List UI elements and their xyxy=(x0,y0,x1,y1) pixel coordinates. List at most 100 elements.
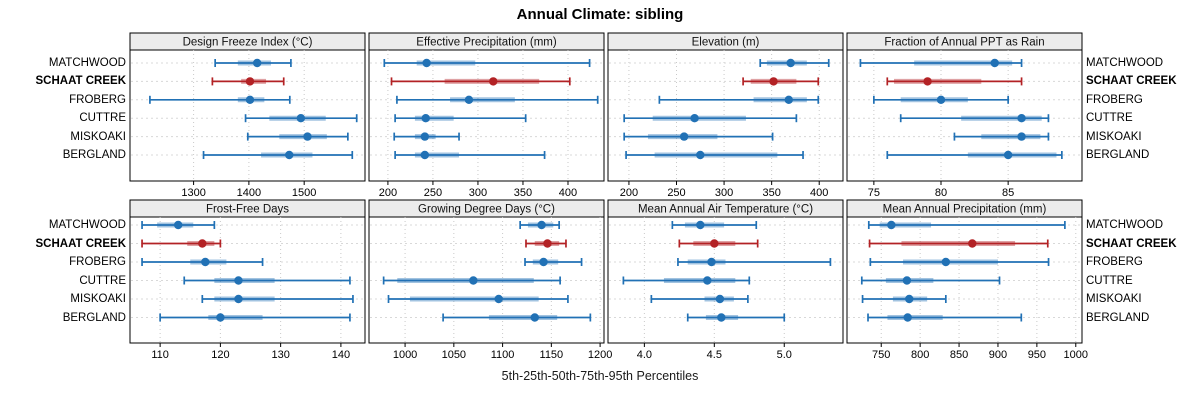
axis-tick-label: 1200 xyxy=(588,349,612,361)
chart-title: Annual Climate: sibling xyxy=(516,6,684,23)
median-dot xyxy=(245,77,255,86)
strip-title: Fraction of Annual PPT as Rain xyxy=(884,37,1044,49)
axis-tick-label: 250 xyxy=(424,187,442,199)
axis-tick-label: 1400 xyxy=(237,187,261,199)
row-label-left-froberg-band2: FROBERG xyxy=(69,256,126,268)
median-dot xyxy=(696,220,705,230)
axis-tick-label: 140 xyxy=(332,349,350,361)
row-label-left-cuttre-band1: CUTTRE xyxy=(79,112,126,125)
strip-title: Frost-Free Days xyxy=(206,204,289,216)
median-dot xyxy=(201,257,210,267)
axis-tick-label: 1150 xyxy=(540,349,564,361)
row-label-right-froberg-band1: FROBERG xyxy=(1086,93,1143,106)
axis-tick-label: 120 xyxy=(211,349,229,361)
row-label-right-bergland-band2: BERGLAND xyxy=(1086,311,1150,324)
median-dot xyxy=(216,313,225,322)
median-dot xyxy=(245,95,255,105)
row-label-right-miskoaki-band1: MISKOAKI xyxy=(1086,130,1142,143)
median-dot xyxy=(769,77,778,86)
median-dot xyxy=(539,257,548,267)
median-dot xyxy=(296,114,306,123)
row-label-right-miskoaki-band2: MISKOAKI xyxy=(1086,293,1142,305)
median-dot xyxy=(703,276,712,285)
median-dot xyxy=(690,114,699,123)
axis-tick-label: 350 xyxy=(514,187,532,199)
row-label-right-cuttre-band2: CUTTRE xyxy=(1086,274,1133,287)
median-dot xyxy=(420,150,430,160)
median-dot xyxy=(707,257,716,267)
median-dot xyxy=(530,313,539,322)
median-dot xyxy=(1017,132,1026,141)
axis-tick-label: 200 xyxy=(379,187,397,199)
panel-mean-annual-air-temperature-c-: Mean Annual Air Temperature (°C) 4.0 4.5 5.… xyxy=(607,199,844,361)
axis-tick-label: 400 xyxy=(810,187,828,199)
median-dot xyxy=(1017,114,1026,123)
median-dot xyxy=(936,95,946,105)
axis-tick-label: 75 xyxy=(868,187,880,199)
row-label-left-matchwood-band2: MATCHWOOD xyxy=(48,219,126,231)
median-dot xyxy=(252,58,262,68)
axis-tick-label: 400 xyxy=(559,187,577,199)
row-label-left-schaat-creek-band2: SCHAAT CREEK xyxy=(35,237,126,250)
axis-tick-label: 1050 xyxy=(442,349,466,361)
axis-tick-label: 850 xyxy=(950,349,968,361)
strip-title: Elevation (m) xyxy=(692,37,760,49)
row-label-left-matchwood-band1: MATCHWOOD xyxy=(48,57,126,69)
axis-tick-label: 1000 xyxy=(1064,349,1088,361)
median-dot xyxy=(421,114,430,123)
panel-effective-precipitation-mm-: Effective Precipitation (mm) 200 250 300 350… xyxy=(368,32,605,199)
axis-tick-label: 300 xyxy=(715,187,733,199)
row-label-left-cuttre-band2: CUTTRE xyxy=(79,274,126,287)
panel-box xyxy=(368,49,605,182)
axis-tick-label: 900 xyxy=(989,349,1007,361)
row-label-right-froberg-band2: FROBERG xyxy=(1086,256,1143,268)
row-label-left-bergland-band1: BERGLAND xyxy=(62,149,126,161)
median-dot xyxy=(422,58,431,68)
axis-tick-label: 1100 xyxy=(491,349,515,361)
row-label-right-bergland-band1: BERGLAND xyxy=(1086,149,1150,161)
axis-tick-label: 300 xyxy=(469,187,487,199)
median-dot xyxy=(1003,150,1013,160)
median-dot xyxy=(905,294,914,304)
axis-tick-label: 950 xyxy=(1028,349,1046,361)
axis-tick-label: 85 xyxy=(1002,187,1014,199)
strip-title: Effective Precipitation (mm) xyxy=(416,37,557,49)
row-label-left-bergland-band2: BERGLAND xyxy=(62,311,126,324)
axis-tick-label: 750 xyxy=(872,349,890,361)
median-dot xyxy=(469,276,478,285)
median-dot xyxy=(420,132,430,141)
row-label-left-schaat-creek-band1: SCHAAT CREEK xyxy=(35,75,126,88)
median-dot xyxy=(902,276,912,285)
strip-title: Mean Annual Precipitation (mm) xyxy=(883,204,1047,216)
axis-tick-label: 350 xyxy=(762,187,780,199)
axis-tick-label: 800 xyxy=(911,349,929,361)
strip-title: Mean Annual Air Temperature (°C) xyxy=(638,204,813,216)
median-dot xyxy=(710,239,719,248)
axis-tick-label: 1000 xyxy=(393,349,417,361)
median-dot xyxy=(903,313,912,322)
axis-tick-label: 1300 xyxy=(181,187,205,199)
row-label-right-matchwood-band1: MATCHWOOD xyxy=(1086,57,1164,69)
axis-tick-label: 5.0 xyxy=(777,349,792,361)
row-label-right-matchwood-band2: MATCHWOOD xyxy=(1086,219,1164,231)
median-dot xyxy=(990,58,999,68)
median-dot xyxy=(489,77,498,86)
panel-box xyxy=(129,49,366,182)
panel-elevation-m-: Elevation (m) 200 250 300 350 400 xyxy=(607,32,844,199)
row-label-right-schaat-creek-band1: SCHAAT CREEK xyxy=(1086,75,1177,88)
row-label-right-cuttre-band1: CUTTRE xyxy=(1086,112,1133,125)
axis-tick-label: 130 xyxy=(271,349,289,361)
row-label-right-schaat-creek-band2: SCHAAT CREEK xyxy=(1086,237,1177,250)
median-dot xyxy=(784,95,793,105)
axis-tick-label: 110 xyxy=(151,349,169,361)
median-dot xyxy=(968,239,977,248)
median-dot xyxy=(941,257,951,267)
panel-growing-degree-days-c-: Growing Degree Days (°C) 1000 1050 1100 1150… xyxy=(368,199,612,361)
axis-tick-label: 4.0 xyxy=(637,349,652,361)
median-dot xyxy=(494,294,503,304)
median-dot xyxy=(234,294,243,304)
axis-tick-label: 4.5 xyxy=(707,349,722,361)
median-dot xyxy=(679,132,689,141)
median-dot xyxy=(174,220,183,230)
